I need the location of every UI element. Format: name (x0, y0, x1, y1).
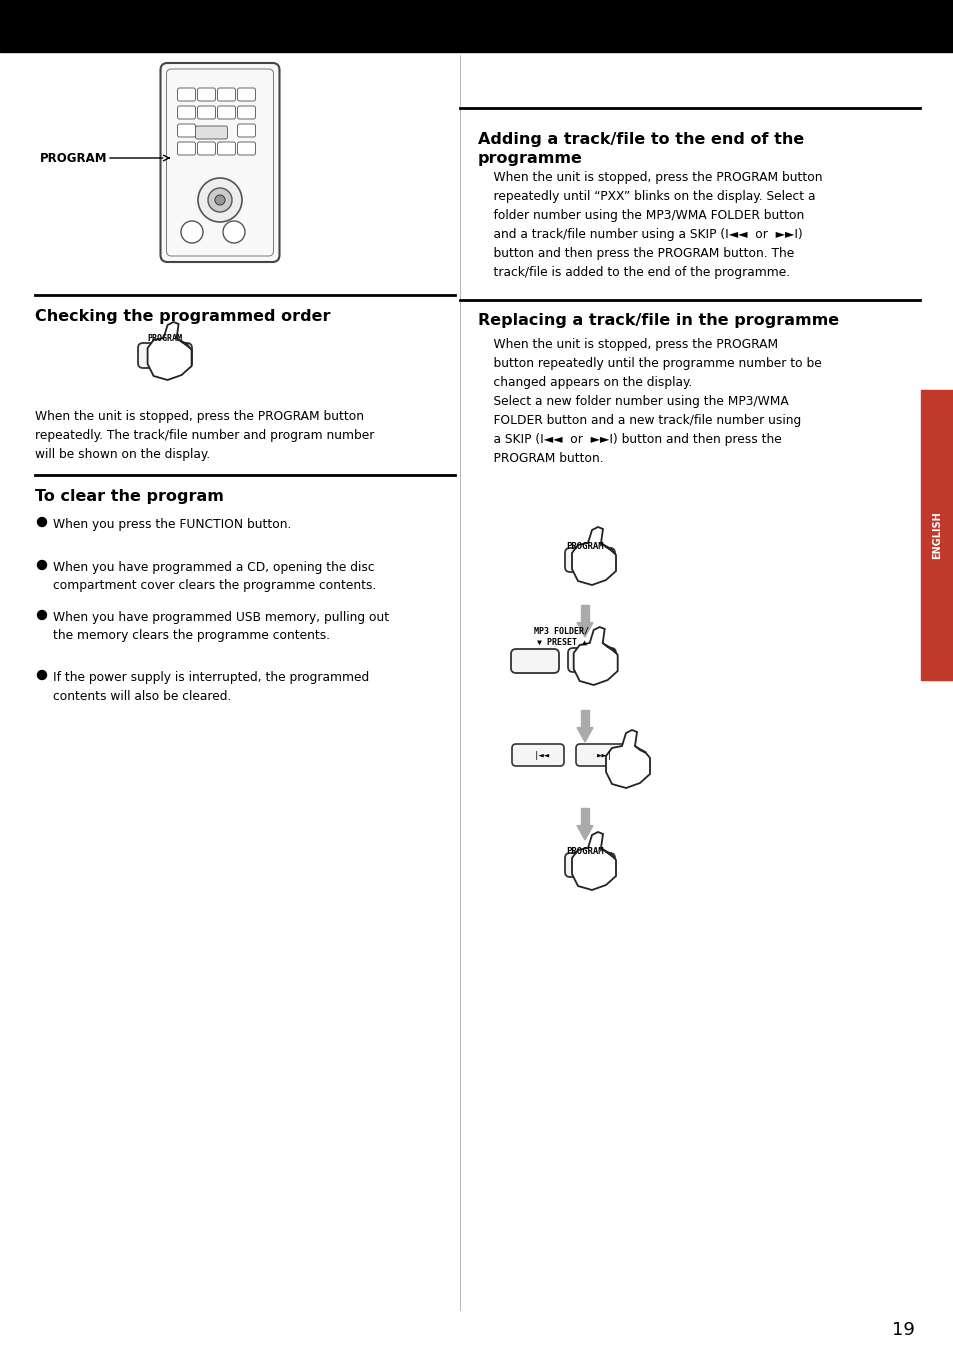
FancyBboxPatch shape (197, 106, 215, 119)
Text: Replacing a track/file in the programme: Replacing a track/file in the programme (477, 312, 839, 328)
Text: When the unit is stopped, press the PROGRAM button
repeatedly. The track/file nu: When the unit is stopped, press the PROG… (35, 410, 374, 461)
Text: Adding a track/file to the end of the
programme: Adding a track/file to the end of the pr… (477, 132, 803, 165)
FancyBboxPatch shape (237, 142, 255, 155)
Text: |◄◄: |◄◄ (534, 750, 550, 759)
Polygon shape (580, 711, 588, 728)
Circle shape (37, 610, 47, 620)
FancyBboxPatch shape (511, 650, 558, 673)
Circle shape (37, 670, 47, 679)
Text: When the unit is stopped, press the PROGRAM button
    repeatedly until “PXX” bl: When the unit is stopped, press the PROG… (477, 171, 821, 279)
Text: 19: 19 (891, 1321, 914, 1338)
Polygon shape (580, 808, 588, 826)
FancyBboxPatch shape (512, 744, 563, 766)
FancyBboxPatch shape (197, 88, 215, 100)
FancyBboxPatch shape (237, 123, 255, 137)
FancyBboxPatch shape (564, 548, 615, 572)
Text: Checking the programmed order: Checking the programmed order (35, 309, 330, 324)
FancyBboxPatch shape (177, 88, 195, 100)
Text: When you have programmed a CD, opening the disc
compartment cover clears the pro: When you have programmed a CD, opening t… (53, 561, 376, 593)
Polygon shape (573, 626, 617, 685)
Polygon shape (577, 622, 593, 637)
FancyBboxPatch shape (237, 106, 255, 119)
Text: ENGLISH: ENGLISH (931, 511, 941, 559)
Text: When you have programmed USB memory, pulling out
the memory clears the programme: When you have programmed USB memory, pul… (53, 612, 389, 643)
FancyBboxPatch shape (217, 88, 235, 100)
Polygon shape (572, 527, 616, 584)
FancyBboxPatch shape (217, 106, 235, 119)
Text: PROGRAM: PROGRAM (565, 848, 603, 856)
Text: PROGRAM: PROGRAM (148, 334, 182, 343)
FancyBboxPatch shape (177, 106, 195, 119)
Polygon shape (605, 730, 649, 788)
FancyBboxPatch shape (197, 142, 215, 155)
FancyBboxPatch shape (177, 123, 195, 137)
Text: When the unit is stopped, press the PROGRAM
    button repeatedly until the prog: When the unit is stopped, press the PROG… (477, 338, 821, 465)
FancyBboxPatch shape (217, 142, 235, 155)
Polygon shape (572, 833, 616, 890)
Circle shape (37, 560, 47, 570)
Circle shape (37, 518, 47, 526)
FancyBboxPatch shape (160, 62, 279, 262)
Polygon shape (580, 605, 588, 622)
Polygon shape (577, 728, 593, 742)
Circle shape (208, 188, 232, 212)
Text: PROGRAM: PROGRAM (565, 542, 603, 551)
Polygon shape (148, 321, 192, 380)
Text: PROGRAM: PROGRAM (40, 152, 108, 164)
Text: MP3 FOLDER/: MP3 FOLDER/ (534, 626, 589, 636)
Bar (920, 391, 953, 679)
FancyBboxPatch shape (195, 126, 227, 140)
Circle shape (223, 221, 245, 243)
Circle shape (181, 221, 203, 243)
Text: When you press the FUNCTION button.: When you press the FUNCTION button. (53, 518, 291, 532)
Text: If the power supply is interrupted, the programmed
contents will also be cleared: If the power supply is interrupted, the … (53, 671, 369, 702)
Polygon shape (577, 826, 593, 839)
Circle shape (198, 178, 242, 222)
FancyBboxPatch shape (237, 88, 255, 100)
FancyBboxPatch shape (177, 142, 195, 155)
Circle shape (214, 195, 225, 205)
FancyBboxPatch shape (564, 853, 615, 877)
FancyBboxPatch shape (138, 343, 192, 367)
Text: ▼ PRESET ▲: ▼ PRESET ▲ (537, 639, 586, 647)
FancyBboxPatch shape (567, 648, 616, 673)
Text: ►►|: ►►| (597, 750, 613, 759)
Text: To clear the program: To clear the program (35, 490, 224, 504)
Bar (0, 0, 953, 52)
FancyBboxPatch shape (576, 744, 627, 766)
